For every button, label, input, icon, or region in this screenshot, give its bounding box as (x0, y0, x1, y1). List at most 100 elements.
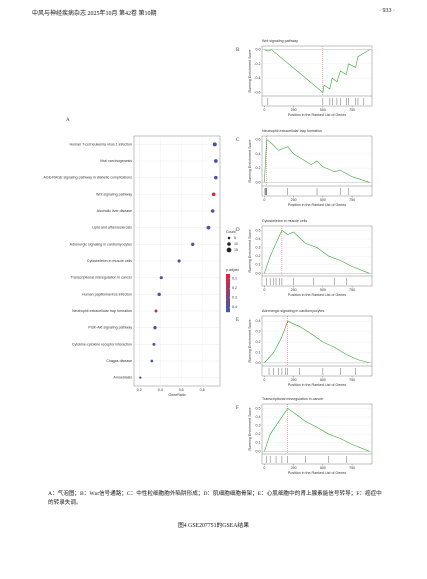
y-tick-label: 0.1 (256, 350, 261, 354)
y-tick-label: 0.2 (256, 340, 261, 344)
x-tick-label: 0.8 (200, 388, 205, 392)
y-tick-label: 0.3 (256, 330, 261, 334)
dot (157, 292, 161, 297)
figure-title: 图4 GSE207751的GSEA结果 (177, 523, 249, 529)
colorbar-cell (226, 310, 230, 313)
colorbar-cell (226, 298, 230, 301)
colorbar-label: 0.2 (232, 286, 237, 290)
x-tick-label: 0.6 (179, 388, 184, 392)
x-tick-label: 0.4 (158, 388, 163, 392)
dot (210, 209, 215, 213)
colorbar-cell (226, 283, 230, 286)
y-axis-label: Running Enrichment Score (248, 50, 252, 93)
y-axis-label: Running Enrichment Score (248, 320, 252, 363)
x-tick-label: 250 (291, 378, 297, 382)
dot (212, 142, 217, 147)
dot (159, 276, 163, 280)
x-tick-label: 0 (263, 288, 265, 292)
x-tick-label: 0.2 (137, 388, 142, 392)
dot (150, 359, 154, 363)
panel-title: Wnt signaling pathway (262, 39, 298, 43)
dot (139, 376, 142, 379)
legend-title: p.adjust (226, 268, 239, 272)
dot (213, 159, 218, 163)
plot-frame (261, 45, 373, 107)
dot (211, 192, 216, 197)
dot (153, 325, 157, 330)
colorbar-cell (226, 308, 230, 311)
colorbar-cell (226, 285, 230, 288)
panel-label: B (236, 48, 240, 53)
y-tick-label: 0.5 (256, 406, 261, 410)
plot-frame (261, 225, 373, 287)
colorbar-cell (226, 287, 230, 290)
y-tick-label: Transcriptional misregulation in cancer (71, 276, 133, 280)
colorbar-cell (226, 302, 230, 305)
y-tick-label: 0.2 (256, 254, 261, 258)
dot (154, 309, 158, 313)
x-tick-label: 500 (320, 378, 326, 382)
colorbar-cell (226, 304, 230, 307)
legend-dot (227, 236, 231, 240)
y-tick-label: 0.4 (256, 152, 261, 156)
x-tick-label: 0 (263, 466, 265, 470)
panel-label: A (66, 118, 70, 123)
colorbar-label: 0.3 (232, 296, 237, 300)
y-tick-label: 0.0 (256, 271, 261, 275)
colorbar-cell (226, 291, 230, 294)
running-score (264, 320, 370, 364)
y-tick-label: 0.4 (256, 415, 261, 419)
x-tick-label: 0 (263, 198, 265, 202)
y-tick-label: Chagas disease (106, 359, 132, 363)
y-tick-label: 0.5 (256, 228, 261, 232)
y-tick-label: Human T-cell leukemia virus 1 infection (70, 142, 132, 146)
x-tick-label: 500 (320, 466, 326, 470)
panel-title: Adrenergic signaling in cardiomyocytes (262, 309, 325, 313)
legend-dot (227, 242, 231, 246)
colorbar-cell (226, 306, 230, 309)
plot-frame (261, 403, 373, 465)
y-tick-label: 0.1 (256, 263, 261, 267)
x-tick-label: 750 (349, 466, 355, 470)
dot (152, 342, 156, 346)
colorbar-cell (226, 281, 230, 284)
x-tick-label: 500 (320, 108, 326, 112)
x-tick-label: 250 (291, 466, 297, 470)
colorbar-cell (226, 294, 230, 297)
journal-header: 中风与神经疾病杂志 2025年10月 第42卷 第10期 (32, 11, 157, 17)
y-tick-label: 0.0 (256, 180, 261, 184)
colorbar-cell (226, 277, 230, 280)
y-tick-label: -0.6 (254, 90, 260, 94)
colorbar-cell (226, 296, 230, 299)
dot (206, 225, 211, 230)
colorbar-label: 0.1 (232, 277, 237, 281)
y-tick-label: 0.0 (256, 361, 261, 365)
y-tick-label: 0.3 (256, 424, 261, 428)
x-axis-label: Position in the Ranked List of Genes (288, 293, 346, 297)
legend-label: 5 (234, 236, 236, 240)
y-tick-label: 0.1 (256, 441, 261, 445)
y-axis-label: Running Enrichment Score (248, 408, 252, 451)
y-axis-label: Running Enrichment Score (248, 140, 252, 183)
x-tick-label: 750 (349, 198, 355, 202)
legend-dot (226, 247, 232, 253)
y-tick-label: Adrenergic signaling in cardiomyocytes (70, 242, 133, 246)
x-tick-label: 250 (291, 198, 297, 202)
x-tick-label: 750 (349, 108, 355, 112)
colorbar-cell (226, 289, 230, 292)
panel-label: E (236, 318, 239, 323)
y-tick-label: 0.2 (256, 166, 261, 170)
x-tick-label: 250 (291, 288, 297, 292)
panel-title: Cytoskeleton in muscle cells (262, 219, 307, 223)
panel-label: D (236, 228, 240, 233)
y-tick-label: Lipid and atherosclerosis (92, 226, 132, 230)
dot (191, 242, 195, 247)
colorbar-cell (226, 300, 230, 303)
panel-title: Transcriptional misregulation in cancer (262, 397, 324, 401)
x-tick-label: 0 (263, 378, 265, 382)
x-tick-label: 250 (291, 108, 297, 112)
y-tick-label: 0.2 (256, 432, 261, 436)
page-number: · 933 · (379, 8, 395, 14)
